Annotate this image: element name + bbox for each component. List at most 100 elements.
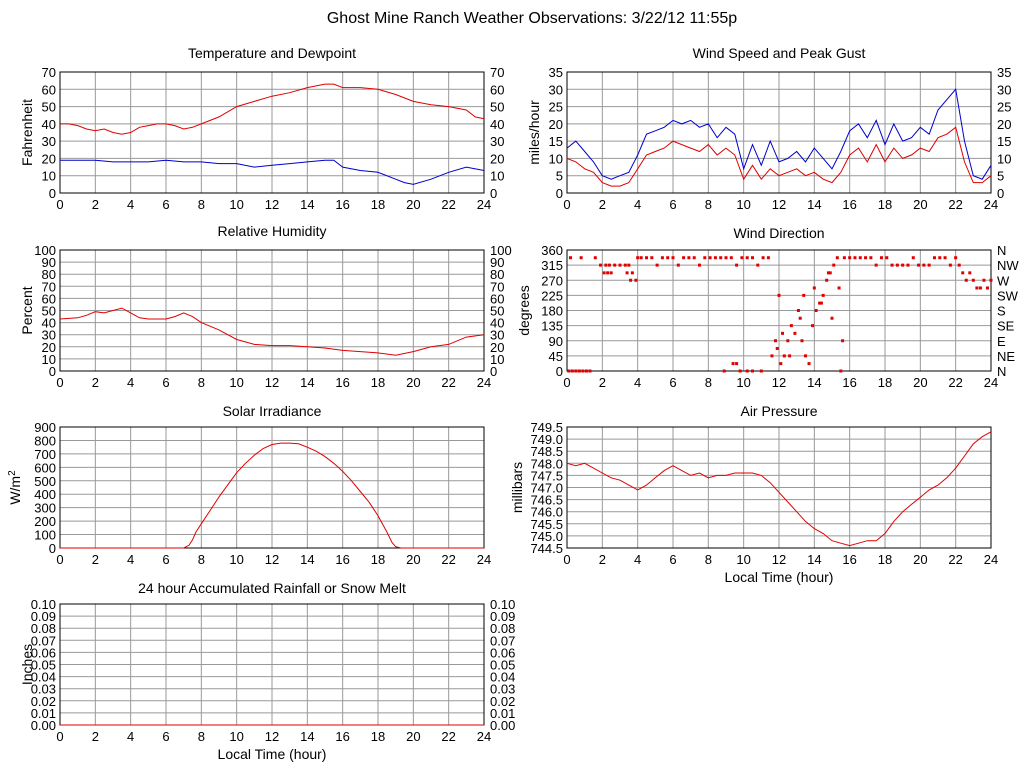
right-axis-label: 0.05 [490, 658, 515, 673]
y-axis-label-exponent: 2 [7, 470, 18, 476]
y-tick-label: 10 [549, 151, 563, 166]
wind-direction-point [858, 256, 862, 260]
wind-direction-point [713, 256, 717, 260]
chart-title: Solar Irradiance [223, 403, 322, 419]
right-axis-label: 50 [490, 100, 504, 115]
y-tick-label: 300 [34, 501, 56, 516]
y-tick-label: 270 [541, 273, 563, 288]
x-tick-label: 0 [563, 552, 570, 567]
x-tick-label: 10 [229, 729, 243, 744]
x-tick-label: 20 [913, 197, 927, 212]
wind-direction-point [825, 278, 829, 282]
x-tick-label: 6 [669, 552, 676, 567]
y-tick-label: 10 [42, 169, 56, 184]
x-tick-label: 12 [772, 197, 786, 212]
x-tick-label: 20 [406, 552, 420, 567]
y-tick-label: 100 [34, 243, 56, 258]
wind-direction-point [971, 278, 975, 282]
wind-direction-point [917, 263, 921, 267]
wind-direction-point [841, 339, 845, 343]
wind-direction-point [775, 346, 779, 350]
y-axis-label: W/m2 [7, 470, 23, 505]
x-tick-label: 18 [878, 552, 892, 567]
x-tick-label: 12 [265, 197, 279, 212]
wind-direction-point [812, 286, 816, 290]
series-line-red [60, 442, 484, 549]
wind-direction-point [735, 263, 739, 267]
wind-direction-point [938, 256, 942, 260]
x-tick-label: 6 [162, 375, 169, 390]
y-tick-label: 0.07 [31, 633, 56, 648]
wind-direction-point [729, 256, 733, 260]
x-tick-label: 24 [984, 375, 998, 390]
wind-direction-point [740, 256, 744, 260]
wind-direction-point [781, 331, 785, 335]
wind-direction-point [724, 256, 728, 260]
chart-title: Wind Direction [733, 225, 824, 241]
y-tick-label: 135 [541, 319, 563, 334]
x-tick-label: 4 [127, 729, 134, 744]
wind-direction-point [766, 256, 770, 260]
right-axis-label: N [997, 243, 1006, 258]
series-line-red [59, 307, 485, 356]
wind-direction-point [895, 263, 899, 267]
x-tick-label: 18 [371, 197, 385, 212]
series-line-blue [566, 88, 992, 180]
x-tick-label: 2 [599, 552, 606, 567]
wind-direction-point [625, 271, 629, 275]
wind-direction-point [811, 324, 815, 328]
x-tick-label: 20 [913, 375, 927, 390]
wind-direction-point [708, 256, 712, 260]
wind-direction-point [703, 256, 707, 260]
wind-direction-point [692, 256, 696, 260]
chart-rain: 24 hour Accumulated Rainfall or Snow Mel… [19, 580, 515, 762]
x-tick-label: 4 [634, 197, 641, 212]
wind-direction-point [606, 271, 610, 275]
y-tick-label: 70 [42, 65, 56, 80]
chart-title: Air Pressure [740, 403, 817, 419]
chart-title: Temperature and Dewpoint [188, 45, 356, 61]
x-tick-label: 12 [772, 375, 786, 390]
y-tick-label: 50 [42, 100, 56, 115]
right-axis-label: 30 [490, 328, 504, 343]
wind-direction-point [604, 263, 608, 267]
y-tick-label: 20 [42, 340, 56, 355]
x-tick-label: 20 [913, 552, 927, 567]
x-tick-label: 2 [599, 197, 606, 212]
wind-direction-point [927, 263, 931, 267]
plot-frame [566, 426, 992, 549]
y-tick-label: 50 [42, 304, 56, 319]
wind-direction-point [901, 263, 905, 267]
x-tick-label: 4 [127, 552, 134, 567]
y-tick-label: 60 [42, 82, 56, 97]
wind-direction-point [779, 362, 783, 366]
y-tick-label: 600 [34, 460, 56, 475]
y-tick-label: 90 [42, 255, 56, 270]
wind-direction-point [828, 271, 832, 275]
wind-direction-point [570, 369, 574, 373]
x-tick-label: 10 [229, 552, 243, 567]
y-tick-label: 90 [549, 334, 563, 349]
y-tick-label: 0.09 [31, 609, 56, 624]
y-tick-label: 0.05 [31, 658, 56, 673]
x-tick-label: 22 [441, 375, 455, 390]
x-tick-label: 14 [300, 552, 314, 567]
plot-frame [59, 71, 485, 194]
wind-direction-point [751, 369, 754, 373]
wind-direction-point [848, 256, 852, 260]
y-tick-label: 180 [541, 304, 563, 319]
wind-direction-point [978, 286, 982, 290]
x-tick-label: 0 [56, 729, 63, 744]
y-tick-label: 500 [34, 474, 56, 489]
wind-direction-point [989, 278, 993, 282]
x-tick-label: 14 [807, 375, 821, 390]
right-axis-label: 0 [490, 186, 497, 201]
wind-direction-point [731, 362, 735, 366]
x-tick-label: 20 [406, 197, 420, 212]
wind-direction-point [660, 256, 664, 260]
wind-direction-point [964, 278, 968, 282]
wind-direction-point [584, 369, 588, 373]
right-axis-label: 35 [997, 65, 1011, 80]
x-axis-label: Local Time (hour) [218, 746, 327, 762]
